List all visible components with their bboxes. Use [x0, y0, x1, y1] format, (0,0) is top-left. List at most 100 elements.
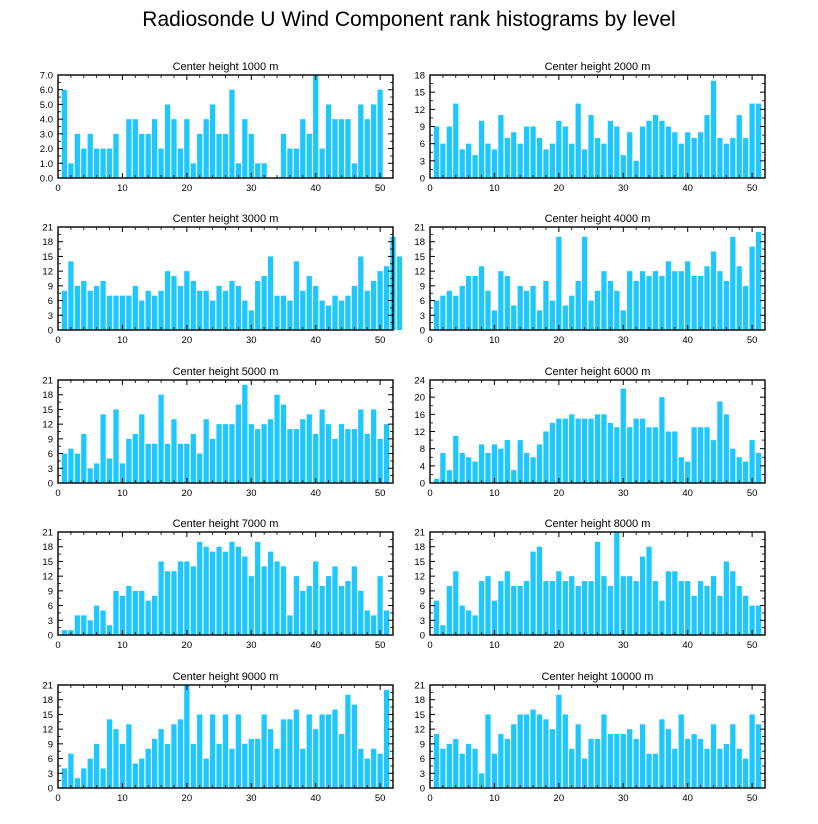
histogram-bar	[594, 541, 601, 635]
histogram-bar	[190, 280, 196, 330]
histogram-panel: Center height 3000 m 0 3 6 9 12 15 18 21 0 10 20 30 4…	[42, 213, 403, 346]
histogram-bar	[158, 394, 164, 483]
histogram-bar	[485, 290, 491, 330]
x-tick-label: 20	[554, 640, 565, 651]
y-tick-label: 6	[420, 296, 425, 307]
histogram-bar	[498, 581, 504, 635]
histogram-bar	[755, 452, 762, 483]
histogram-bar	[536, 714, 543, 788]
histogram-bar	[383, 266, 390, 330]
histogram-bar	[646, 427, 652, 483]
histogram-bar	[332, 438, 338, 483]
histogram-bar	[325, 104, 332, 178]
histogram-bar	[511, 585, 517, 635]
y-tick-label: 12	[42, 420, 53, 431]
histogram-bar	[594, 738, 601, 788]
histogram-bar	[87, 133, 93, 178]
histogram-bar	[377, 271, 383, 330]
y-tick-label: 21	[414, 528, 425, 539]
histogram-bar	[338, 734, 345, 788]
y-tick-label: 6	[420, 601, 425, 612]
histogram-bar	[293, 709, 299, 788]
histogram-bar	[659, 719, 665, 788]
histogram-bar	[74, 615, 80, 635]
x-tick-label: 40	[310, 488, 321, 499]
histogram-bar	[261, 424, 267, 483]
histogram-bar	[478, 120, 485, 178]
histogram-bar	[81, 148, 87, 178]
histogram-bar	[274, 295, 280, 330]
histogram-bar	[383, 424, 390, 483]
y-tick-label: 15	[42, 252, 53, 263]
histogram-bar	[267, 256, 274, 330]
histogram-bar	[730, 571, 736, 635]
histogram-panel: Center height 6000 m 0 4 8 12 16 20 24 0 10 20 30 40…	[414, 366, 766, 499]
histogram-bar	[691, 427, 697, 483]
y-tick-label: 21	[42, 376, 53, 387]
histogram-bar	[665, 571, 671, 635]
histogram-bar	[652, 753, 659, 788]
y-tick-label: 21	[414, 223, 425, 234]
histogram-bar	[132, 590, 138, 635]
y-tick-label: 3	[420, 769, 425, 780]
histogram-bar	[627, 271, 633, 330]
histogram-bar	[614, 532, 620, 635]
x-tick-label: 50	[747, 183, 758, 194]
x-tick-label: 30	[246, 183, 257, 194]
histogram-bar	[749, 246, 755, 330]
histogram-panel: Center height 7000 m 0 3 6 9 12 15 18 21 0 10 20 30 4…	[42, 518, 394, 651]
histogram-bar	[126, 295, 132, 330]
histogram-bar	[100, 148, 106, 178]
histogram-bar	[358, 409, 364, 483]
histogram-bar	[685, 261, 691, 330]
histogram-bar	[74, 453, 80, 483]
histogram-bar	[672, 571, 678, 635]
histogram-bar	[74, 133, 80, 178]
histogram-bar	[61, 453, 68, 483]
y-tick-label: 12	[42, 725, 53, 736]
histogram-bar	[639, 418, 646, 484]
histogram-bar	[364, 290, 370, 330]
histogram-bar	[113, 590, 119, 635]
histogram-bar	[151, 595, 158, 635]
histogram-bar	[274, 561, 280, 635]
histogram-bar	[197, 453, 203, 483]
histogram-bar	[717, 271, 723, 330]
histogram-bar	[685, 581, 691, 635]
histogram-bar	[678, 457, 684, 483]
y-tick-label: 12	[414, 267, 425, 278]
histogram-bar	[485, 452, 491, 483]
histogram-bar	[209, 551, 216, 635]
y-tick-label: 1.0	[40, 159, 53, 170]
histogram-bar	[68, 261, 74, 330]
histogram-bar	[678, 143, 684, 178]
histogram-bar	[358, 104, 364, 178]
histogram-bar	[717, 137, 723, 178]
y-tick-label: 0	[420, 174, 425, 185]
histogram-bar	[274, 748, 280, 788]
y-tick-label: 24	[414, 376, 425, 387]
y-tick-label: 16	[414, 410, 425, 421]
histogram-bar	[358, 256, 364, 330]
histogram-bar	[325, 576, 332, 635]
histogram-bar	[184, 685, 190, 788]
histogram-bar	[498, 734, 504, 788]
histogram-bar	[87, 290, 93, 330]
histogram-bar	[633, 418, 639, 484]
histogram-bar	[639, 724, 646, 788]
histogram-bar	[61, 89, 68, 178]
x-tick-label: 20	[554, 335, 565, 346]
histogram-bar	[704, 748, 710, 788]
histogram-bar	[383, 689, 390, 788]
histogram-bar	[242, 119, 248, 178]
histogram-bar	[646, 120, 652, 178]
histogram-bar	[504, 571, 510, 635]
histogram-bar	[556, 120, 562, 178]
histogram-bar	[549, 422, 556, 483]
histogram-bar	[235, 163, 242, 178]
y-tick-label: 6	[48, 296, 53, 307]
histogram-bar	[562, 126, 568, 178]
histogram-bar	[287, 719, 293, 788]
histogram-bar	[601, 576, 607, 635]
histogram-bar	[364, 433, 370, 483]
